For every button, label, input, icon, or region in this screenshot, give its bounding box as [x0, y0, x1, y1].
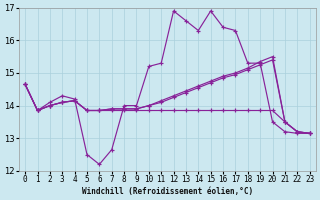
X-axis label: Windchill (Refroidissement éolien,°C): Windchill (Refroidissement éolien,°C) [82, 187, 253, 196]
